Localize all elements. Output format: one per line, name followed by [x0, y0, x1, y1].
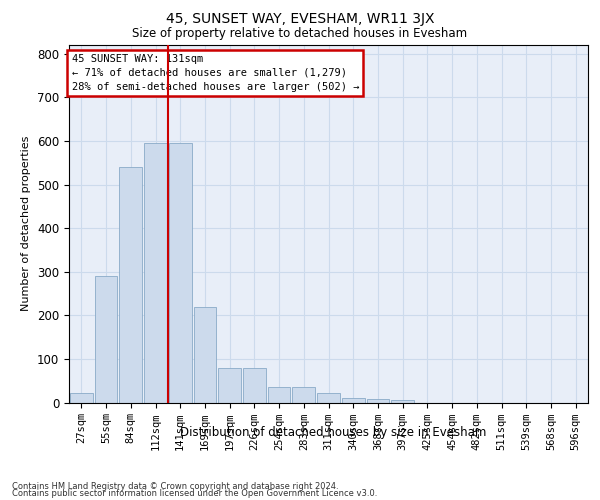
Bar — [218, 368, 241, 402]
Text: 45 SUNSET WAY: 131sqm
← 71% of detached houses are smaller (1,279)
28% of semi-d: 45 SUNSET WAY: 131sqm ← 71% of detached … — [71, 54, 359, 92]
Text: 45, SUNSET WAY, EVESHAM, WR11 3JX: 45, SUNSET WAY, EVESHAM, WR11 3JX — [166, 12, 434, 26]
Y-axis label: Number of detached properties: Number of detached properties — [22, 136, 31, 312]
Bar — [391, 400, 414, 402]
Bar — [292, 387, 315, 402]
Bar — [95, 276, 118, 402]
Bar — [367, 399, 389, 402]
Bar — [119, 167, 142, 402]
Bar — [70, 393, 93, 402]
Bar — [194, 306, 216, 402]
Bar — [268, 387, 290, 402]
Bar — [317, 393, 340, 402]
Bar — [342, 398, 365, 402]
Text: Contains HM Land Registry data © Crown copyright and database right 2024.: Contains HM Land Registry data © Crown c… — [12, 482, 338, 491]
Bar — [169, 143, 191, 403]
Text: Contains public sector information licensed under the Open Government Licence v3: Contains public sector information licen… — [12, 490, 377, 498]
Bar — [243, 368, 266, 402]
Bar — [144, 143, 167, 403]
Text: Distribution of detached houses by size in Evesham: Distribution of detached houses by size … — [180, 426, 486, 439]
Text: Size of property relative to detached houses in Evesham: Size of property relative to detached ho… — [133, 28, 467, 40]
